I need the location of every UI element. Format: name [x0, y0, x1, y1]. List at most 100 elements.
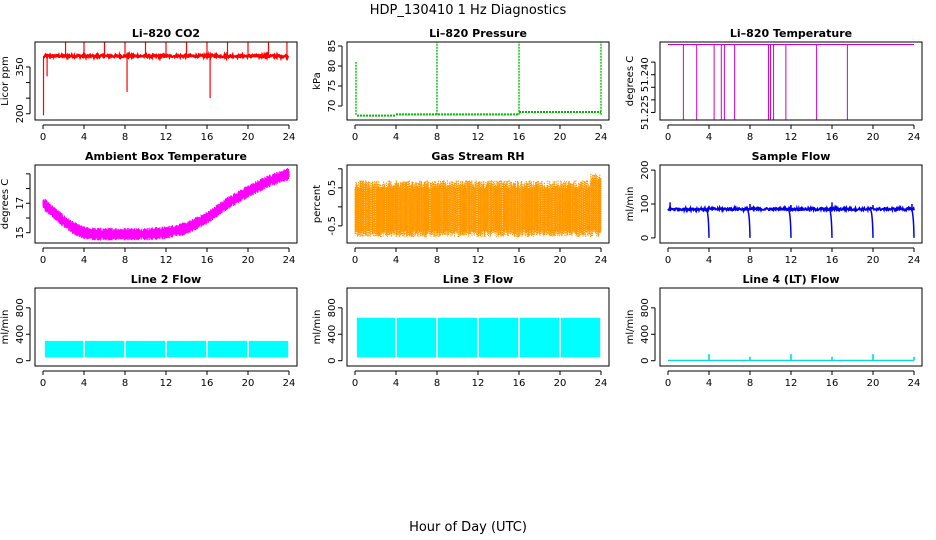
drop-mark — [705, 208, 710, 238]
chart-rh: Gas Stream RH percent 0 4 8 12 16 20 24 -0.5 0.5 — [312, 150, 610, 266]
y-tick-label: 800 — [15, 298, 26, 317]
x-tick-label: 12 — [472, 132, 485, 143]
chart-line3: Line 3 Flow ml/min 0 4 8 12 16 20 24 0 400 800 — [312, 273, 610, 389]
chart-line2: Line 2 Flow ml/min 0 4 8 12 16 20 24 0 400 800 — [0, 273, 298, 389]
y-tick-label: 800 — [640, 298, 651, 317]
x-tick-label: 20 — [554, 255, 567, 266]
data-series — [356, 317, 601, 358]
x-tick-label: 20 — [867, 255, 880, 266]
x-tick-label: 8 — [434, 132, 440, 143]
data-series — [44, 340, 289, 358]
x-tick-label: 24 — [595, 255, 608, 266]
y-axis-label: ml/min — [625, 310, 636, 345]
x-tick-label: 12 — [472, 378, 485, 389]
chart-title: Line 4 (LT) Flow — [743, 273, 840, 286]
x-tick-label: 16 — [513, 132, 526, 143]
x-tick-label: 20 — [242, 255, 255, 266]
y-axis-label: ml/min — [312, 310, 323, 345]
chart-line4: Line 4 (LT) Flow ml/min 0 4 8 12 16 20 24 0 400 800 — [625, 273, 923, 389]
x-axis: 0 4 8 12 16 20 24 — [352, 370, 607, 389]
plot-frame — [34, 41, 298, 121]
x-axis: 0 4 8 12 16 20 24 — [40, 124, 295, 143]
x-tick-label: 16 — [201, 132, 214, 143]
flow-block — [44, 340, 84, 358]
x-tick-label: 4 — [81, 378, 87, 389]
y-tick-label: 51.240 — [640, 57, 651, 92]
x-tick-label: 12 — [472, 255, 485, 266]
x-tick-label: 8 — [747, 255, 753, 266]
x-tick-label: 4 — [393, 378, 399, 389]
figure-title: HDP_130410 1 Hz Diagnostics — [370, 3, 567, 18]
x-tick-label: 16 — [201, 255, 214, 266]
flow-block — [207, 340, 248, 358]
x-axis: 0 4 8 12 16 20 24 — [665, 124, 921, 143]
x-axis: 0 4 8 12 16 20 24 — [665, 370, 921, 389]
x-tick-label: 4 — [706, 255, 712, 266]
chart-title: Li–820 Temperature — [730, 27, 852, 40]
x-tick-label: 24 — [595, 132, 608, 143]
drop-mark — [828, 208, 833, 238]
x-tick-label: 20 — [867, 378, 880, 389]
x-tick-label: 12 — [785, 132, 798, 143]
y-tick-label: 0 — [640, 358, 651, 364]
data-series — [668, 354, 915, 361]
flow-block — [519, 317, 560, 358]
flow-block — [437, 317, 478, 358]
x-tick-label: 16 — [826, 132, 839, 143]
y-tick-label: 400 — [640, 325, 651, 344]
x-tick-label: 4 — [706, 132, 712, 143]
plot-frame — [659, 287, 923, 367]
x-axis: 0 4 8 12 16 20 24 — [352, 247, 608, 266]
x-tick-label: 0 — [40, 132, 46, 143]
y-axis-label: kPa — [312, 72, 323, 90]
x-tick-label: 4 — [393, 132, 399, 143]
y-axis: 0 400 800 — [640, 298, 656, 364]
y-tick-label: 100 — [640, 194, 651, 213]
x-tick-label: 16 — [513, 255, 526, 266]
plot-frame — [346, 41, 610, 121]
plot-frame — [659, 41, 923, 121]
x-tick-label: 20 — [242, 132, 255, 143]
y-tick-label: 51.225 — [640, 95, 651, 130]
x-tick-label: 12 — [785, 255, 798, 266]
chart-title: Line 3 Flow — [443, 273, 513, 286]
x-tick-label: 8 — [122, 378, 128, 389]
x-tick-label: 8 — [747, 132, 753, 143]
y-tick-label: 15 — [15, 226, 26, 239]
y-tick-label: 350 — [15, 57, 26, 76]
y-tick-label: -0.5 — [327, 216, 338, 236]
data-series — [667, 202, 915, 238]
y-tick-label: 800 — [327, 298, 338, 317]
x-tick-label: 24 — [908, 378, 921, 389]
drop-mark — [869, 208, 874, 238]
y-axis: 200 350 — [15, 57, 31, 123]
y-axis: 0 400 800 — [15, 298, 31, 364]
flow-block — [166, 340, 207, 358]
x-tick-label: 16 — [826, 255, 839, 266]
drop-mark — [910, 208, 915, 238]
x-tick-label: 0 — [40, 255, 46, 266]
y-tick-label: 75 — [327, 80, 338, 93]
x-tick-label: 24 — [908, 132, 921, 143]
chart-box_temp: Ambient Box Temperature degrees C 0 4 8 12 16 2… — [0, 150, 298, 266]
data-series — [668, 44, 914, 120]
y-tick-label: 80 — [327, 60, 338, 73]
y-axis: 0 100 200 — [640, 161, 656, 241]
flow-block — [478, 317, 519, 358]
x-axis: 0 4 8 12 16 20 24 — [40, 370, 296, 389]
x-tick-label: 4 — [393, 255, 399, 266]
x-tick-label: 24 — [283, 378, 296, 389]
drop-mark — [787, 208, 792, 238]
x-tick-label: 12 — [160, 255, 173, 266]
y-axis: 70 75 80 85 — [327, 40, 343, 112]
x-tick-label: 8 — [122, 132, 128, 143]
flow-block — [125, 340, 166, 358]
x-tick-label: 8 — [434, 378, 440, 389]
y-axis-label: ml/min — [625, 187, 636, 222]
y-tick-label: 0 — [640, 235, 651, 241]
data-series — [42, 168, 290, 241]
flow-block — [84, 340, 125, 358]
x-tick-label: 8 — [434, 255, 440, 266]
x-tick-label: 12 — [160, 378, 173, 389]
